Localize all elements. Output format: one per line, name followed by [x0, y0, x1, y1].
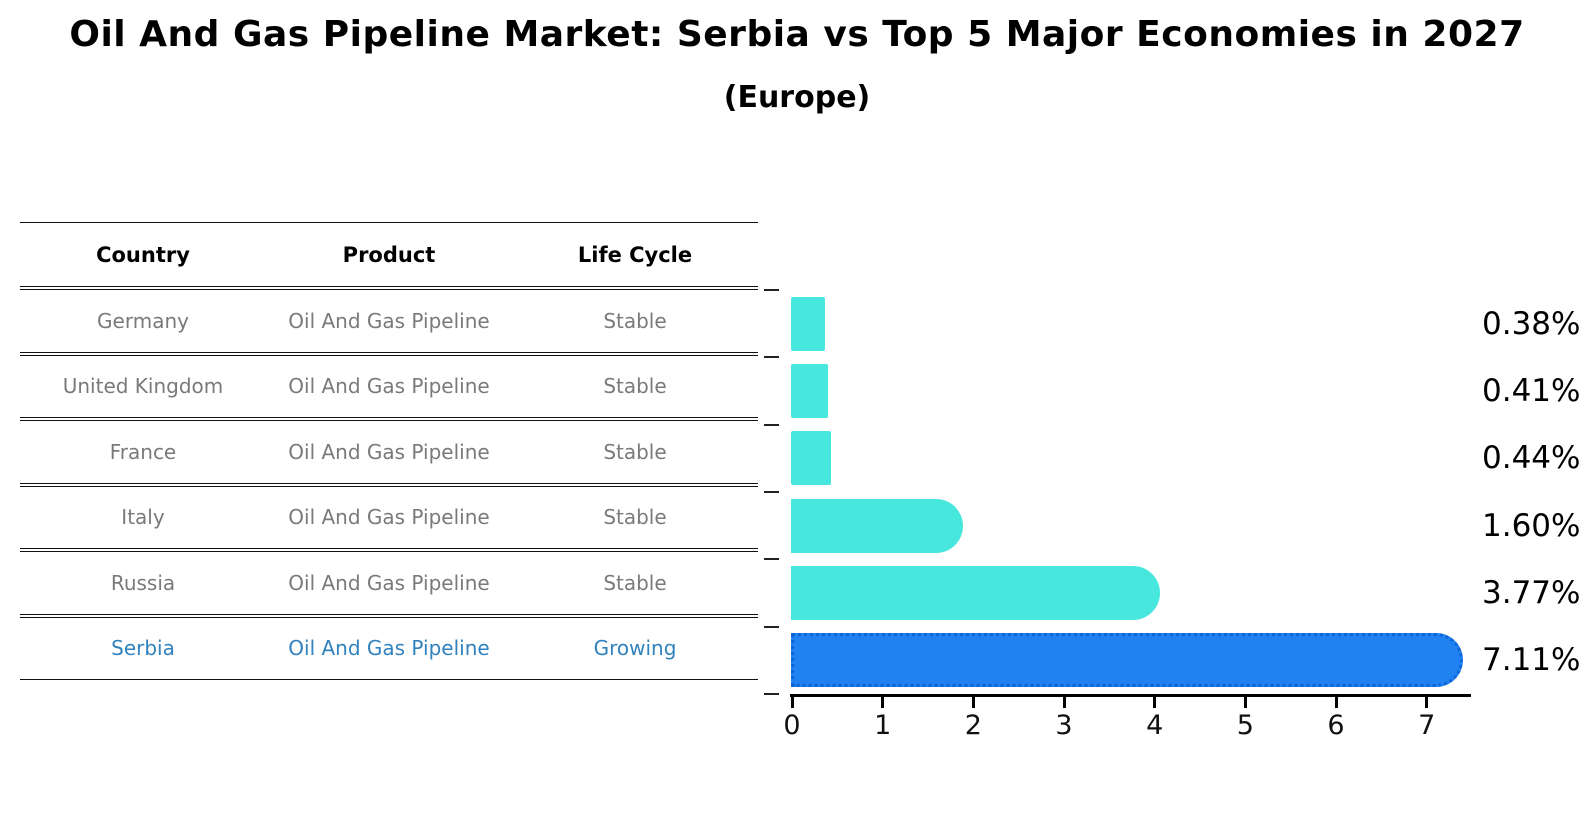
- table-cell-product: Oil And Gas Pipeline: [288, 636, 490, 661]
- bar-serbia: [791, 633, 1463, 688]
- x-tick-label: 3: [1055, 710, 1073, 741]
- table-row-serbia: Serbia Oil And Gas Pipeline Growing: [20, 616, 758, 680]
- x-tick-mark: [1243, 697, 1247, 708]
- y-tick-mark: [764, 289, 779, 291]
- x-tick-label: 2: [964, 710, 982, 741]
- x-tick-mark: [881, 697, 885, 708]
- table-header-lifecycle: Life Cycle: [577, 242, 693, 267]
- x-tick-mark: [1334, 697, 1338, 708]
- x-tick-label: 1: [874, 710, 892, 741]
- y-tick-mark: [764, 491, 779, 493]
- table-row-france: France Oil And Gas Pipeline Stable: [20, 420, 758, 484]
- y-tick-mark: [764, 558, 779, 561]
- bar-germany: [791, 296, 825, 351]
- table-cell-country: Germany: [97, 308, 189, 333]
- table-cell-lifecycle: Stable: [603, 308, 667, 333]
- x-tick-label: 6: [1327, 710, 1345, 741]
- bar-value-label-germany: 0.38%: [1482, 305, 1581, 342]
- bar-france: [791, 431, 831, 486]
- bar-united-kingdom: [791, 364, 828, 418]
- x-tick-mark: [1153, 697, 1157, 708]
- table-cell-product: Oil And Gas Pipeline: [288, 505, 490, 530]
- x-tick-label: 7: [1418, 710, 1436, 741]
- table-row-germany: Germany Oil And Gas Pipeline Stable: [20, 289, 758, 353]
- table-row-united-kingdom: United Kingdom Oil And Gas Pipeline Stable: [20, 354, 758, 418]
- x-tick-label: 5: [1236, 710, 1254, 741]
- table-cell-country: United Kingdom: [62, 374, 224, 399]
- comparison-table: Country Product Life Cycle Germany Oil An…: [20, 222, 758, 680]
- x-tick-mark: [790, 697, 794, 708]
- x-tick-label: 4: [1146, 710, 1164, 741]
- table-row-russia: Russia Oil And Gas Pipeline Stable: [20, 551, 758, 615]
- bar-value-label-united-kingdom: 0.41%: [1482, 373, 1581, 409]
- chart-subtitle: (Europe): [723, 80, 871, 115]
- table-cell-lifecycle: Stable: [603, 570, 667, 595]
- y-tick-mark: [764, 356, 779, 359]
- x-tick-mark: [1062, 697, 1066, 708]
- x-tick-mark: [971, 697, 975, 708]
- bar-italy: [791, 498, 963, 553]
- bar-value-label-italy: 1.60%: [1482, 507, 1581, 544]
- table-cell-lifecycle: Growing: [593, 636, 677, 661]
- bar-value-label-serbia: 7.11%: [1482, 642, 1581, 679]
- bar-value-label-france: 0.44%: [1482, 440, 1581, 477]
- table-cell-lifecycle: Stable: [603, 505, 667, 530]
- table-header-product: Product: [342, 242, 436, 267]
- bar-value-label-russia: 3.77%: [1482, 575, 1581, 611]
- table-cell-product: Oil And Gas Pipeline: [288, 374, 490, 399]
- y-tick-mark: [764, 693, 779, 695]
- table-header-row: Country Product Life Cycle: [20, 222, 758, 287]
- table-cell-product: Oil And Gas Pipeline: [288, 570, 490, 595]
- table-cell-product: Oil And Gas Pipeline: [288, 439, 490, 464]
- table-row-italy: Italy Oil And Gas Pipeline Stable: [20, 485, 758, 549]
- table-header-country: Country: [96, 242, 190, 267]
- x-tick-mark: [1425, 697, 1429, 708]
- x-tick-label: 0: [783, 710, 801, 741]
- table-cell-lifecycle: Stable: [603, 374, 667, 399]
- table-cell-lifecycle: Stable: [603, 439, 667, 464]
- x-axis-line: [790, 694, 1471, 697]
- table-cell-country: France: [109, 439, 177, 464]
- chart-title: Oil And Gas Pipeline Market: Serbia vs T…: [69, 14, 1525, 55]
- y-tick-mark: [764, 423, 779, 426]
- table-cell-country: Russia: [110, 570, 176, 595]
- table-cell-country: Serbia: [111, 636, 175, 661]
- bar-russia: [791, 566, 1160, 620]
- table-cell-product: Oil And Gas Pipeline: [288, 308, 490, 333]
- table-cell-country: Italy: [121, 505, 165, 530]
- y-tick-mark: [764, 625, 779, 628]
